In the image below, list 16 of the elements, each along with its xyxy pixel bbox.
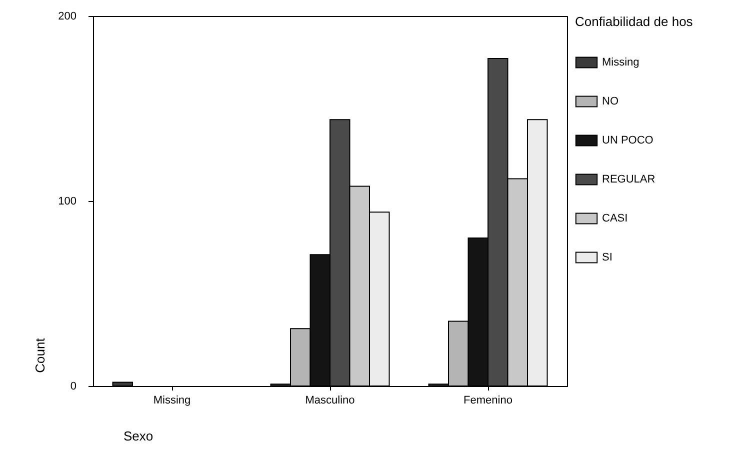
- legend-label: UN POCO: [602, 134, 654, 146]
- x-tick-label: Missing: [153, 394, 191, 406]
- legend-title: Confiabilidad de hos: [575, 14, 694, 29]
- bar: [112, 382, 133, 386]
- legend-label: REGULAR: [602, 174, 656, 186]
- legend-label: Missing: [602, 56, 640, 68]
- y-tick-label: 200: [58, 10, 76, 22]
- x-axis-title: Sexo: [124, 428, 154, 444]
- legend-label: CASI: [602, 212, 628, 224]
- legend-label: SI: [602, 252, 612, 264]
- legend-label: NO: [602, 96, 619, 108]
- y-axis-title: Count: [32, 338, 48, 373]
- x-tick-label: Masculino: [305, 394, 355, 406]
- y-tick-label: 100: [58, 196, 76, 208]
- y-tick-label: 0: [70, 380, 76, 392]
- x-tick-label: Femenino: [464, 394, 512, 406]
